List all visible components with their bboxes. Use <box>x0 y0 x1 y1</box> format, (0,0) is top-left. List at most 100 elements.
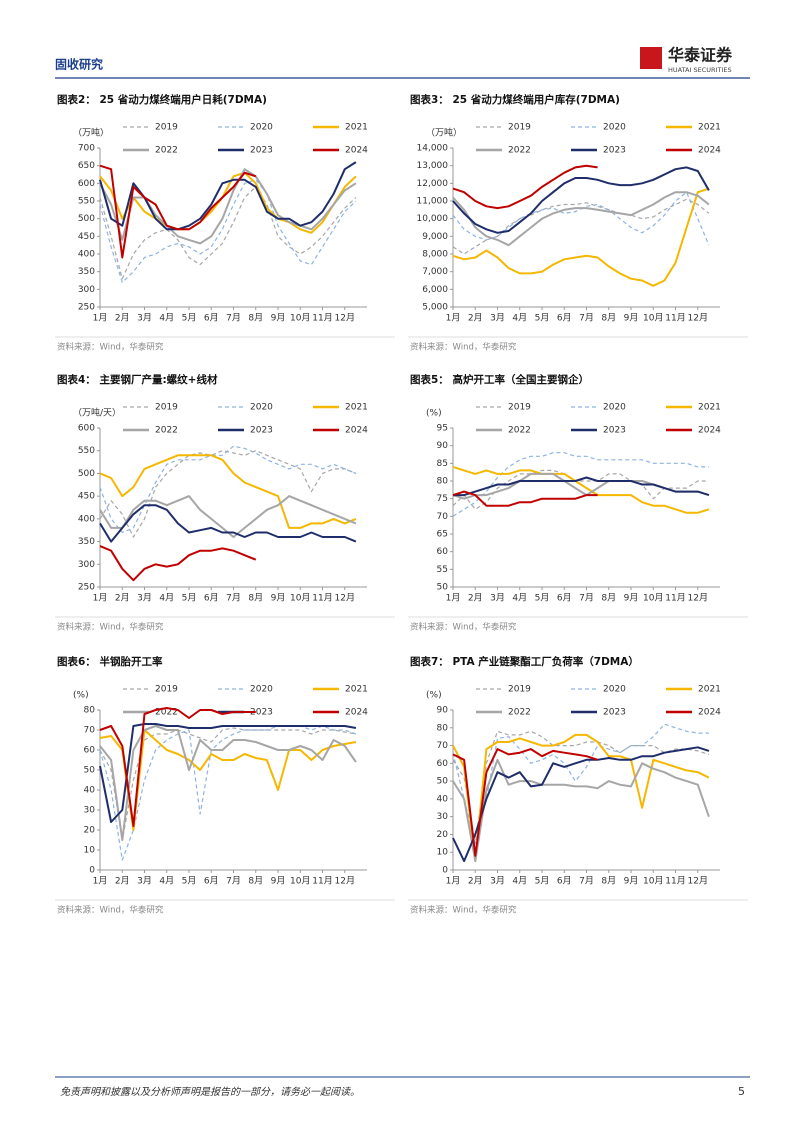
x-tick-label: 9月 <box>271 593 286 604</box>
y-tick-label: 250 <box>78 583 95 593</box>
source-note: 资料来源：Wind，华泰研究 <box>57 622 164 633</box>
y-tick-label: 10,000 <box>417 214 449 224</box>
y-tick-label: 600 <box>78 179 95 189</box>
legend-label: 2019 <box>155 403 178 413</box>
y-tick-label: 650 <box>78 161 95 171</box>
x-tick-label: 4月 <box>159 593 174 604</box>
unit-label: （万吨） <box>73 127 109 139</box>
y-tick-label: 10 <box>84 846 96 856</box>
x-tick-label: 8月 <box>248 876 263 887</box>
y-tick-label: 9,000 <box>422 232 448 242</box>
x-tick-label: 6月 <box>557 593 572 604</box>
x-tick-label: 7月 <box>579 876 594 887</box>
y-tick-label: 450 <box>78 232 95 242</box>
chart-title: 图表6： 半钢胎开工率 <box>57 655 163 668</box>
series-line <box>452 469 709 510</box>
legend-label: 2021 <box>698 123 721 133</box>
series-line <box>99 707 256 827</box>
y-tick-label: 50 <box>437 777 449 787</box>
x-tick-label: 2月 <box>468 876 483 887</box>
y-tick-label: 60 <box>437 759 449 769</box>
legend-label: 2020 <box>603 403 626 413</box>
legend-label: 2021 <box>698 685 721 695</box>
x-tick-label: 7月 <box>579 593 594 604</box>
legend-label: 2021 <box>345 685 368 695</box>
unit-label: (%) <box>73 691 89 701</box>
series-line <box>99 186 357 280</box>
legend-label: 2019 <box>155 685 178 695</box>
x-tick-label: 7月 <box>226 876 241 887</box>
x-tick-label: 12月 <box>335 593 355 604</box>
y-tick-label: 5,000 <box>422 303 448 313</box>
y-tick-label: 50 <box>84 766 96 776</box>
chart-title: 图表4： 主要钢厂产量:螺纹+线材 <box>57 373 218 386</box>
series-line <box>452 748 598 857</box>
series-line <box>99 164 257 259</box>
legend-label: 2019 <box>155 123 178 133</box>
series-line <box>99 445 357 534</box>
x-tick-label: 1月 <box>93 593 108 604</box>
chart-title: 图表5： 高炉开工率（全国主要钢企） <box>410 373 589 386</box>
y-tick-label: 80 <box>437 477 449 487</box>
legend-label: 2022 <box>155 146 178 156</box>
legend-label: 2021 <box>345 123 368 133</box>
series-line <box>452 490 598 507</box>
source-note: 资料来源：Wind，华泰研究 <box>410 342 517 353</box>
series-line <box>99 450 357 538</box>
x-tick-label: 1月 <box>446 313 461 324</box>
x-tick-label: 7月 <box>579 313 594 324</box>
series-line <box>452 452 709 517</box>
x-tick-label: 8月 <box>601 876 616 887</box>
y-tick-label: 95 <box>437 424 448 434</box>
y-tick-label: 20 <box>437 830 449 840</box>
logo-en: HUATAI SECURITIES <box>668 66 732 74</box>
unit-label: （万吨/天） <box>73 407 121 419</box>
x-tick-label: 5月 <box>182 593 197 604</box>
y-tick-label: 90 <box>437 706 449 716</box>
x-tick-label: 12月 <box>688 876 708 887</box>
y-tick-label: 11,000 <box>417 197 449 207</box>
y-tick-label: 350 <box>78 537 95 547</box>
source-note: 资料来源：Wind，华泰研究 <box>410 905 517 916</box>
source-note: 资料来源：Wind，华泰研究 <box>57 342 164 353</box>
x-tick-label: 3月 <box>137 313 152 324</box>
x-tick-label: 8月 <box>601 313 616 324</box>
unit-label: (%) <box>426 409 442 419</box>
logo-cn: 华泰证券 <box>668 46 733 65</box>
legend-label: 2023 <box>250 146 273 156</box>
x-tick-label: 9月 <box>271 876 286 887</box>
y-tick-label: 13,000 <box>417 161 449 171</box>
legend-label: 2022 <box>508 146 531 156</box>
y-tick-label: 65 <box>437 530 448 540</box>
x-tick-label: 12月 <box>335 876 355 887</box>
x-tick-label: 7月 <box>226 313 241 324</box>
y-tick-label: 50 <box>437 583 449 593</box>
x-tick-label: 6月 <box>204 593 219 604</box>
x-tick-label: 1月 <box>93 876 108 887</box>
y-tick-label: 550 <box>78 446 95 456</box>
x-tick-label: 5月 <box>535 876 550 887</box>
x-tick-label: 2月 <box>115 593 130 604</box>
y-tick-label: 400 <box>78 250 95 260</box>
y-tick-label: 40 <box>84 786 96 796</box>
y-tick-label: 0 <box>89 866 95 876</box>
x-tick-label: 2月 <box>468 593 483 604</box>
y-tick-label: 60 <box>437 547 449 557</box>
y-tick-label: 10 <box>437 848 449 858</box>
y-tick-label: 300 <box>78 560 95 570</box>
y-tick-label: 20 <box>84 826 96 836</box>
series-line <box>99 545 257 582</box>
legend-label: 2020 <box>250 685 273 695</box>
series-line <box>452 758 710 863</box>
logo-icon <box>640 47 662 69</box>
y-tick-label: 600 <box>78 424 95 434</box>
x-tick-label: 11月 <box>665 593 685 604</box>
legend-label: 2021 <box>698 403 721 413</box>
y-tick-label: 80 <box>84 706 96 716</box>
x-tick-label: 6月 <box>557 876 572 887</box>
x-tick-label: 11月 <box>665 876 685 887</box>
legend-label: 2020 <box>250 123 273 133</box>
y-tick-label: 500 <box>78 214 95 224</box>
series-line <box>99 504 357 543</box>
